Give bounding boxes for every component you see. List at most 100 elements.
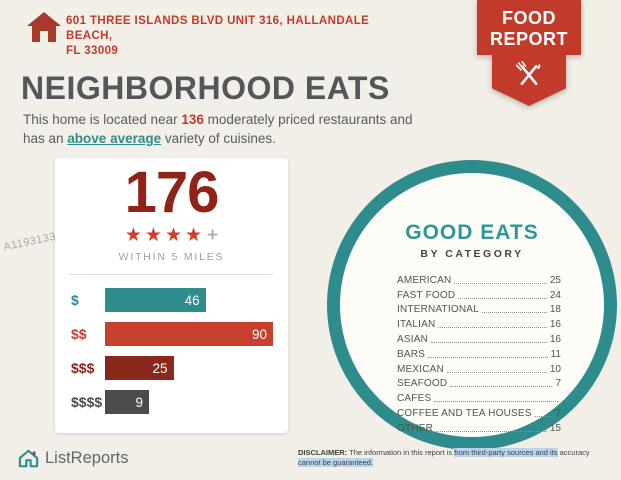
divider xyxy=(69,274,274,275)
bar-track: 90 xyxy=(105,322,273,346)
dot-leader xyxy=(454,282,547,284)
listreports-wordmark: ListReports xyxy=(45,449,129,467)
disclaimer-text: accuracy xyxy=(557,448,590,457)
good-eats-title: GOOD EATS xyxy=(405,221,539,244)
price-tier-label: $ xyxy=(71,292,79,308)
disclaimer-text: DISCLAIMER: xyxy=(298,448,348,457)
category-label: MEXICAN xyxy=(397,363,444,375)
category-row: ASIAN 16 xyxy=(397,331,561,346)
category-row: OTHER 15 xyxy=(397,420,561,435)
category-list: AMERICAN 25 FAST FOOD 24 INTERNATIONAL 18 ITAL… xyxy=(397,272,561,435)
listreports-house-icon xyxy=(18,449,39,468)
category-row: BARS 11 xyxy=(397,346,561,361)
restaurant-count: 176 xyxy=(124,160,220,225)
plus-icon: + xyxy=(207,225,219,246)
price-bars: $46 $$ 90 $$$ 25 $$$$ 9 xyxy=(55,288,288,414)
category-row: COFFEE AND TEA HOUSES 7 xyxy=(397,405,561,420)
bar: 46 xyxy=(105,288,206,312)
dot-leader xyxy=(481,312,547,314)
good-eats-inner-circle: GOOD EATS BY CATEGORY AMERICAN 25 FAST FOO… xyxy=(340,173,604,437)
category-row: FAST FOOD 24 xyxy=(397,287,561,302)
good-eats-circle: GOOD EATS BY CATEGORY AMERICAN 25 FAST FOO… xyxy=(327,160,617,450)
price-bar-row: $$$$ 9 xyxy=(71,390,273,414)
category-label: BARS xyxy=(397,348,426,360)
property-address: 601 THREE ISLANDS BLVD UNIT 316, HALLAND… xyxy=(66,14,396,59)
bar: 90 xyxy=(105,322,273,346)
category-value: 18 xyxy=(549,304,561,316)
bar: 9 xyxy=(105,390,150,414)
bar-value: 90 xyxy=(251,326,267,342)
dot-leader xyxy=(450,386,553,388)
banner-line-1: FOOD xyxy=(502,8,556,28)
dot-leader xyxy=(434,401,558,403)
above-average-highlight: above average xyxy=(67,131,162,146)
category-label: ASIAN xyxy=(397,333,429,345)
category-label: OTHER xyxy=(397,422,433,434)
subtitle: This home is located near 136 moderately… xyxy=(23,110,413,148)
category-label: SEAFOOD xyxy=(397,378,448,390)
disclaimer: DISCLAIMER: The information in this repo… xyxy=(298,448,606,467)
address-line-2: FL 33009 xyxy=(66,45,119,57)
address-line-1: 601 THREE ISLANDS BLVD UNIT 316, HALLAND… xyxy=(66,15,370,42)
category-row: CAFES xyxy=(397,390,561,405)
category-value: 16 xyxy=(549,333,561,345)
bar-track: 25 xyxy=(105,356,273,380)
star-icon: ★ xyxy=(144,225,165,246)
disclaimer-text: from third-party sources and its xyxy=(454,448,558,457)
category-row: ITALIAN 16 xyxy=(397,316,561,331)
category-value: 25 xyxy=(549,274,561,286)
dot-leader xyxy=(428,356,548,358)
dot-leader xyxy=(438,327,547,329)
category-label: ITALIAN xyxy=(397,319,436,331)
category-value: 7 xyxy=(555,378,561,390)
category-label: INTERNATIONAL xyxy=(397,304,479,316)
dot-leader xyxy=(436,430,547,432)
banner-ribbon-tail xyxy=(492,54,566,106)
price-bar-row: $46 xyxy=(71,288,273,312)
category-value: 11 xyxy=(550,348,561,360)
bar-value: 25 xyxy=(152,360,168,376)
radius-label: WITHIN 5 MILES xyxy=(118,251,225,263)
category-row: SEAFOOD 7 xyxy=(397,376,561,391)
bar-value: 9 xyxy=(135,394,144,410)
category-value: 10 xyxy=(549,363,561,375)
home-icon xyxy=(26,11,62,43)
category-label: COFFEE AND TEA HOUSES xyxy=(397,407,532,419)
good-eats-subtitle: BY CATEGORY xyxy=(420,248,524,260)
dot-leader xyxy=(431,341,547,343)
food-report-banner: FOOD REPORT xyxy=(477,0,581,106)
crossed-utensils-icon xyxy=(515,61,541,86)
listreports-logo: ListReports xyxy=(18,449,128,468)
star-icon: ★ xyxy=(164,225,185,246)
category-row: AMERICAN 25 xyxy=(397,272,561,287)
bar-value: 46 xyxy=(184,292,200,308)
price-tier-label: $$$ xyxy=(71,360,95,376)
category-row: MEXICAN 10 xyxy=(397,361,561,376)
dot-leader xyxy=(534,415,553,417)
restaurant-count-card: 176 ★★★★ + WITHIN 5 MILES $46 $$ 90 $$$ 25 $$$… xyxy=(55,158,288,433)
price-tier-label: $$$$ xyxy=(71,394,103,410)
bar-track: 9 xyxy=(105,390,273,414)
restaurant-count-inline: 136 xyxy=(181,112,204,127)
disclaimer-text: The information in this report is xyxy=(347,448,455,457)
dot-leader xyxy=(446,371,547,373)
bar-track: 46 xyxy=(105,288,273,312)
banner-line-2: REPORT xyxy=(489,29,568,49)
price-bar-row: $$ 90 xyxy=(71,322,273,346)
subtitle-text: variety of cuisines. xyxy=(161,131,276,146)
page-title: NEIGHBORHOOD EATS xyxy=(21,70,390,106)
category-value: 7 xyxy=(555,407,561,419)
category-value: 24 xyxy=(549,289,561,301)
dot-leader xyxy=(458,297,547,299)
category-label: CAFES xyxy=(397,393,432,405)
category-value: 16 xyxy=(549,319,561,331)
category-value: 15 xyxy=(549,422,561,434)
subtitle-text: This home is located near xyxy=(23,112,182,127)
price-tier-label: $$ xyxy=(71,326,87,342)
price-bar-row: $$$ 25 xyxy=(71,356,273,380)
star-rating: ★★★★ + xyxy=(55,224,288,248)
category-label: AMERICAN xyxy=(397,274,452,286)
star-icon: ★ xyxy=(184,225,206,246)
bar: 25 xyxy=(105,356,174,380)
